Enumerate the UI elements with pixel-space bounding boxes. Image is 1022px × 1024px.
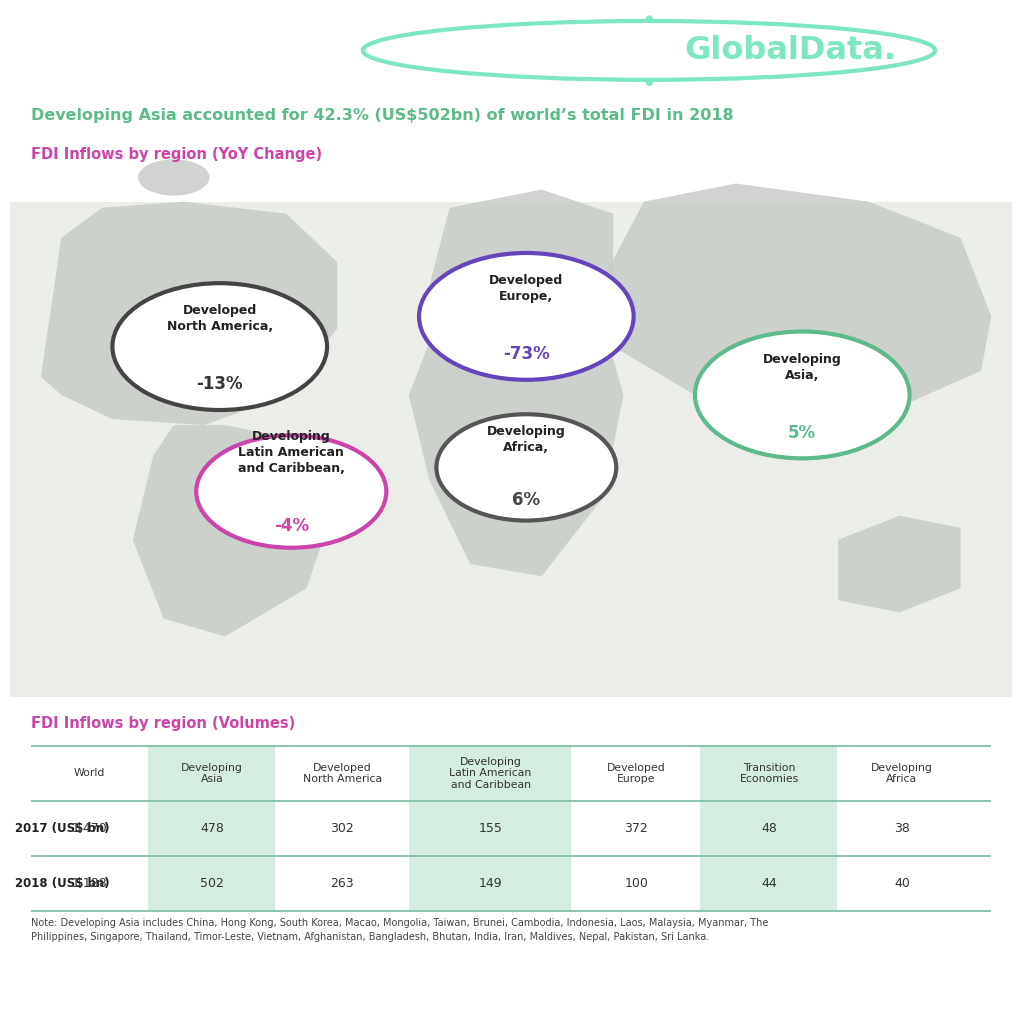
Circle shape: [695, 332, 910, 459]
Bar: [838, 745, 965, 911]
Text: Developing
Africa: Developing Africa: [871, 763, 933, 784]
Text: FDI Inflows by Region (2017-2018): FDI Inflows by Region (2017-2018): [31, 36, 625, 65]
Circle shape: [196, 435, 386, 548]
Text: Source: GlobalData’s Country Economics Database: Source: GlobalData’s Country Economics D…: [31, 968, 826, 995]
Text: GlobalData.: GlobalData.: [685, 35, 896, 66]
Text: 40: 40: [894, 878, 910, 890]
Text: 302: 302: [330, 822, 355, 836]
Polygon shape: [409, 310, 623, 577]
Text: 155: 155: [478, 822, 503, 836]
Circle shape: [419, 253, 634, 380]
Text: Transition
Economies: Transition Economies: [740, 763, 798, 784]
Bar: [148, 745, 275, 911]
Bar: [409, 745, 571, 911]
Text: 6%: 6%: [512, 492, 541, 509]
Text: 44: 44: [761, 878, 777, 890]
Text: Developing
Africa,: Developing Africa,: [486, 425, 566, 454]
Text: 2018 (US$ bn): 2018 (US$ bn): [15, 878, 110, 890]
Bar: [31, 745, 147, 911]
Polygon shape: [133, 425, 337, 637]
Text: Developed
North America: Developed North America: [303, 763, 382, 784]
Text: FDI Inflows by region (YoY Change): FDI Inflows by region (YoY Change): [31, 147, 322, 162]
Text: Developing Asia accounted for 42.3% (US$502bn) of world’s total FDI in 2018: Developing Asia accounted for 42.3% (US$…: [31, 108, 733, 123]
Polygon shape: [41, 202, 337, 425]
Text: 502: 502: [200, 878, 224, 890]
Text: Developing
Asia,: Developing Asia,: [762, 352, 842, 382]
Text: 5%: 5%: [788, 424, 817, 441]
Text: 263: 263: [330, 878, 355, 890]
Text: 372: 372: [624, 822, 648, 836]
Text: ●: ●: [645, 77, 653, 87]
Text: Developing
Asia: Developing Asia: [181, 763, 243, 784]
Bar: [572, 745, 699, 911]
Text: ●: ●: [645, 14, 653, 24]
Text: 2017 (US$ bn): 2017 (US$ bn): [15, 822, 109, 836]
Text: 38: 38: [894, 822, 910, 836]
Text: World: World: [74, 768, 105, 778]
Text: Developing
Latin American
and Caribbean,: Developing Latin American and Caribbean,: [238, 430, 344, 475]
Circle shape: [436, 415, 616, 520]
Text: -73%: -73%: [503, 345, 550, 364]
Bar: [10, 202, 1012, 697]
Text: Developing
Latin American
and Caribbean: Developing Latin American and Caribbean: [450, 757, 531, 790]
Text: -4%: -4%: [274, 517, 309, 535]
Text: 1,188: 1,188: [72, 878, 107, 890]
Polygon shape: [429, 189, 613, 316]
Text: Note: Developing Asia includes China, Hong Kong, South Korea, Macao, Mongolia, T: Note: Developing Asia includes China, Ho…: [31, 919, 769, 941]
Text: FDI Inflows by region (Volumes): FDI Inflows by region (Volumes): [31, 716, 295, 731]
Text: Developed
Europe: Developed Europe: [607, 763, 665, 784]
Text: -13%: -13%: [196, 376, 243, 393]
Text: Developed
Europe,: Developed Europe,: [490, 274, 563, 303]
Polygon shape: [838, 516, 961, 612]
Bar: [276, 745, 408, 911]
Polygon shape: [593, 183, 991, 419]
Circle shape: [112, 284, 327, 410]
Bar: [700, 745, 837, 911]
Text: Developed
North America,: Developed North America,: [167, 304, 273, 334]
Text: 48: 48: [761, 822, 777, 836]
Ellipse shape: [138, 160, 210, 196]
Text: 100: 100: [624, 878, 648, 890]
Text: 478: 478: [200, 822, 224, 836]
Text: 1,470: 1,470: [72, 822, 107, 836]
Text: 149: 149: [478, 878, 503, 890]
